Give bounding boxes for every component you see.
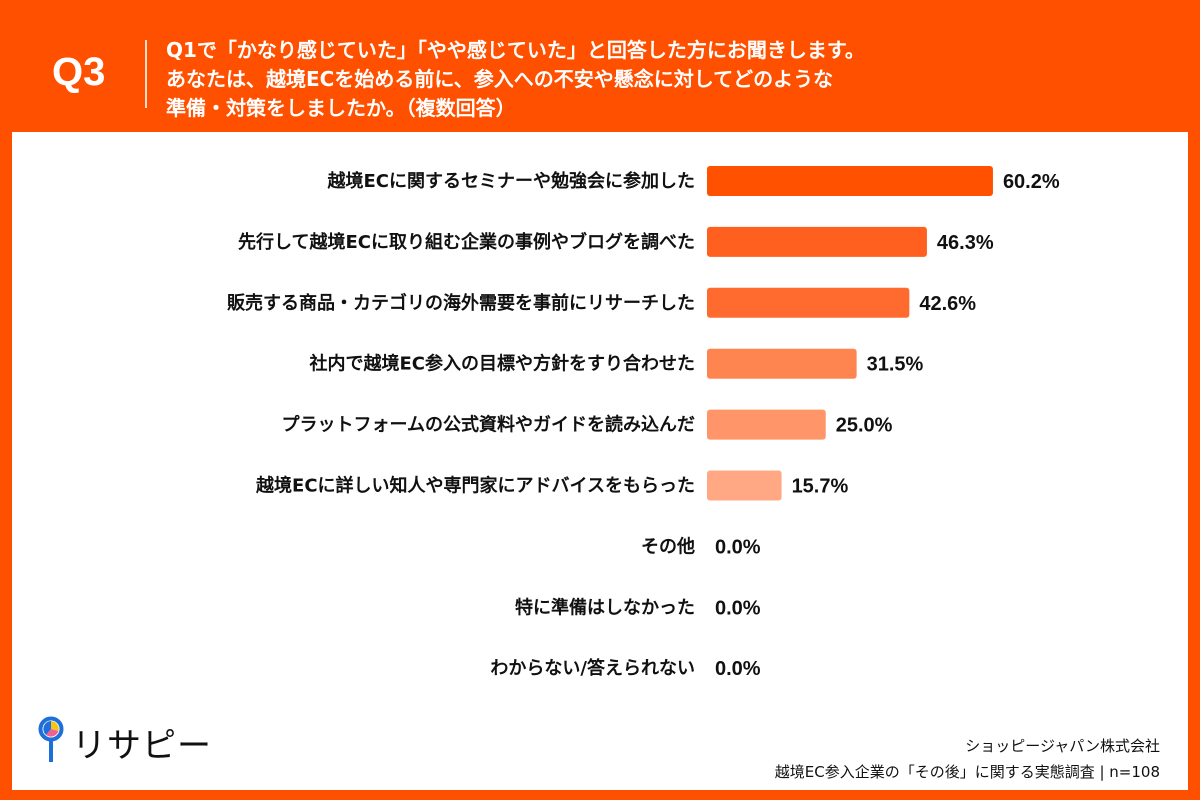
question-text: Q1で「かなり感じていた」「やや感じていた」と回答した方にお聞きします。 あなた… (166, 36, 865, 123)
bar (707, 226, 927, 257)
value-label: 0.0% (715, 536, 761, 558)
category-label: 越境ECに詳しい知人や専門家にアドバイスをもらった (255, 475, 695, 497)
header-divider (145, 40, 147, 108)
bar (707, 166, 993, 196)
logo-text: リサピー (72, 725, 212, 766)
question-line: 準備・対策をしましたか。（複数回答） (166, 96, 516, 120)
value-label: 0.0% (715, 658, 761, 680)
value-label: 31.5% (867, 354, 924, 376)
value-label: 60.2% (1003, 171, 1060, 193)
credit: ショッピージャパン株式会社 越境EC参入企業の「その後」に関する実態調査 | n… (775, 733, 1160, 785)
survey-info: 越境EC参入企業の「その後」に関する実態調査 | n=108 (774, 763, 1160, 781)
value-label: 46.3% (937, 232, 994, 254)
category-label: 社内で越境EC参入の目標や方針をすり合わせた (309, 353, 695, 375)
risapy-logo: リサピー (38, 716, 212, 768)
value-label: 25.0% (836, 415, 893, 437)
logo-pin-icon (38, 716, 64, 762)
category-label: わからない/答えられない (490, 657, 695, 679)
category-label: 越境ECに関するセミナーや勉強会に参加した (326, 170, 695, 192)
company-name: ショッピージャパン株式会社 (965, 737, 1160, 755)
question-line: あなたは、越境ECを始める前に、参入への不安や懸念に対してどのような (166, 67, 834, 91)
bar (707, 287, 910, 318)
value-label: 0.0% (715, 597, 761, 619)
question-number: Q3 (52, 50, 106, 94)
value-label: 15.7% (792, 476, 849, 498)
category-label: 先行して越境ECに取り組む企業の事例やブログを調べた (238, 231, 695, 253)
category-label: その他 (641, 535, 695, 557)
value-label: 42.6% (919, 293, 976, 315)
category-label: プラットフォームの公式資料やガイドを読み込んだ (282, 414, 695, 436)
category-label: 販売する商品・カテゴリの海外需要を事前にリサーチした (227, 292, 695, 314)
bar (707, 470, 782, 501)
bar (707, 348, 857, 379)
chart-panel (12, 132, 1188, 790)
bar (707, 409, 826, 440)
category-label: 特に準備はしなかった (515, 596, 695, 618)
question-line: Q1で「かなり感じていた」「やや感じていた」と回答した方にお聞きします。 (166, 38, 865, 62)
